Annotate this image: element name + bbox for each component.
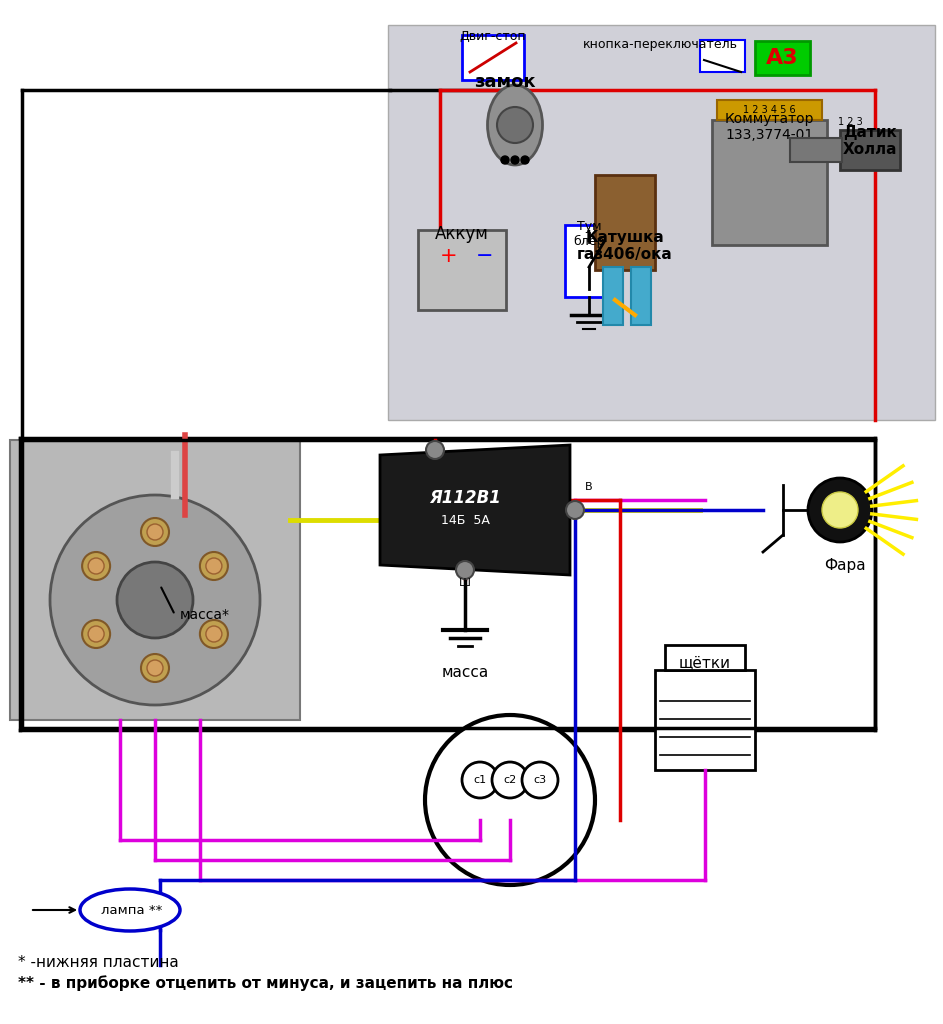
Text: −: −	[476, 246, 493, 266]
Circle shape	[88, 558, 104, 574]
Text: Катушка
газ406/ока: Катушка газ406/ока	[577, 230, 673, 262]
Polygon shape	[380, 445, 570, 575]
Circle shape	[808, 478, 872, 542]
Circle shape	[566, 501, 584, 519]
Circle shape	[200, 620, 228, 648]
Text: масса*: масса*	[180, 608, 230, 622]
FancyBboxPatch shape	[700, 40, 745, 72]
Ellipse shape	[80, 889, 180, 931]
Circle shape	[88, 626, 104, 642]
Text: Ш: Ш	[459, 578, 471, 588]
Circle shape	[200, 552, 228, 580]
Circle shape	[82, 552, 110, 580]
FancyBboxPatch shape	[418, 230, 506, 310]
FancyBboxPatch shape	[790, 138, 842, 162]
FancyBboxPatch shape	[717, 100, 822, 120]
FancyBboxPatch shape	[755, 41, 810, 75]
Circle shape	[425, 715, 595, 885]
Circle shape	[426, 441, 444, 459]
Ellipse shape	[488, 85, 542, 165]
Text: с1: с1	[473, 775, 487, 785]
Circle shape	[522, 762, 558, 798]
Text: лампа **: лампа **	[101, 903, 163, 916]
Circle shape	[822, 492, 858, 528]
Text: Двиг-стоп: Двиг-стоп	[459, 30, 526, 43]
Text: Коммутатор
133,3774-01: Коммутатор 133,3774-01	[725, 112, 814, 142]
Circle shape	[206, 558, 222, 574]
Text: Датик
Холла: Датик Холла	[843, 125, 897, 158]
Text: 1 2 3: 1 2 3	[837, 117, 863, 127]
Text: * -нижняя пластина: * -нижняя пластина	[18, 955, 179, 970]
FancyBboxPatch shape	[712, 120, 827, 245]
Circle shape	[501, 156, 509, 164]
Text: Тум
блер: Тум блер	[573, 220, 604, 248]
Text: Я112В1: Я112В1	[429, 489, 501, 507]
Text: щётки: щётки	[679, 655, 731, 670]
Text: 1 2 3 4 5 6: 1 2 3 4 5 6	[743, 105, 796, 115]
FancyBboxPatch shape	[665, 645, 745, 670]
Text: кнопка-переключатель: кнопка-переключатель	[583, 38, 737, 51]
Circle shape	[456, 561, 474, 579]
Text: с2: с2	[504, 775, 517, 785]
Text: В: В	[586, 482, 593, 492]
Circle shape	[462, 762, 498, 798]
Circle shape	[141, 654, 169, 682]
Text: A3: A3	[766, 48, 799, 68]
Text: Б: Б	[431, 426, 438, 436]
Circle shape	[206, 626, 222, 642]
Circle shape	[521, 156, 529, 164]
Circle shape	[147, 660, 163, 676]
Text: 14Б  5А: 14Б 5А	[440, 513, 489, 526]
Circle shape	[147, 524, 163, 540]
FancyBboxPatch shape	[10, 440, 300, 720]
FancyBboxPatch shape	[840, 130, 900, 170]
FancyBboxPatch shape	[655, 670, 755, 770]
FancyBboxPatch shape	[388, 25, 935, 420]
FancyBboxPatch shape	[565, 225, 613, 297]
Text: +: +	[440, 246, 457, 266]
FancyBboxPatch shape	[603, 267, 623, 325]
Text: Аккум: Аккум	[435, 225, 488, 243]
FancyBboxPatch shape	[595, 175, 655, 270]
Circle shape	[117, 562, 193, 638]
Circle shape	[511, 156, 519, 164]
FancyBboxPatch shape	[631, 267, 651, 325]
Text: масса: масса	[441, 665, 488, 680]
Text: Фара: Фара	[824, 558, 866, 573]
Circle shape	[497, 106, 533, 143]
FancyBboxPatch shape	[462, 35, 524, 80]
Text: ** - в приборке отцепить от минуса, и зацепить на плюс: ** - в приборке отцепить от минуса, и за…	[18, 975, 513, 991]
Circle shape	[492, 762, 528, 798]
Circle shape	[141, 518, 169, 546]
Text: с3: с3	[534, 775, 547, 785]
Circle shape	[82, 620, 110, 648]
Circle shape	[50, 495, 260, 705]
Text: замок: замок	[474, 73, 536, 91]
